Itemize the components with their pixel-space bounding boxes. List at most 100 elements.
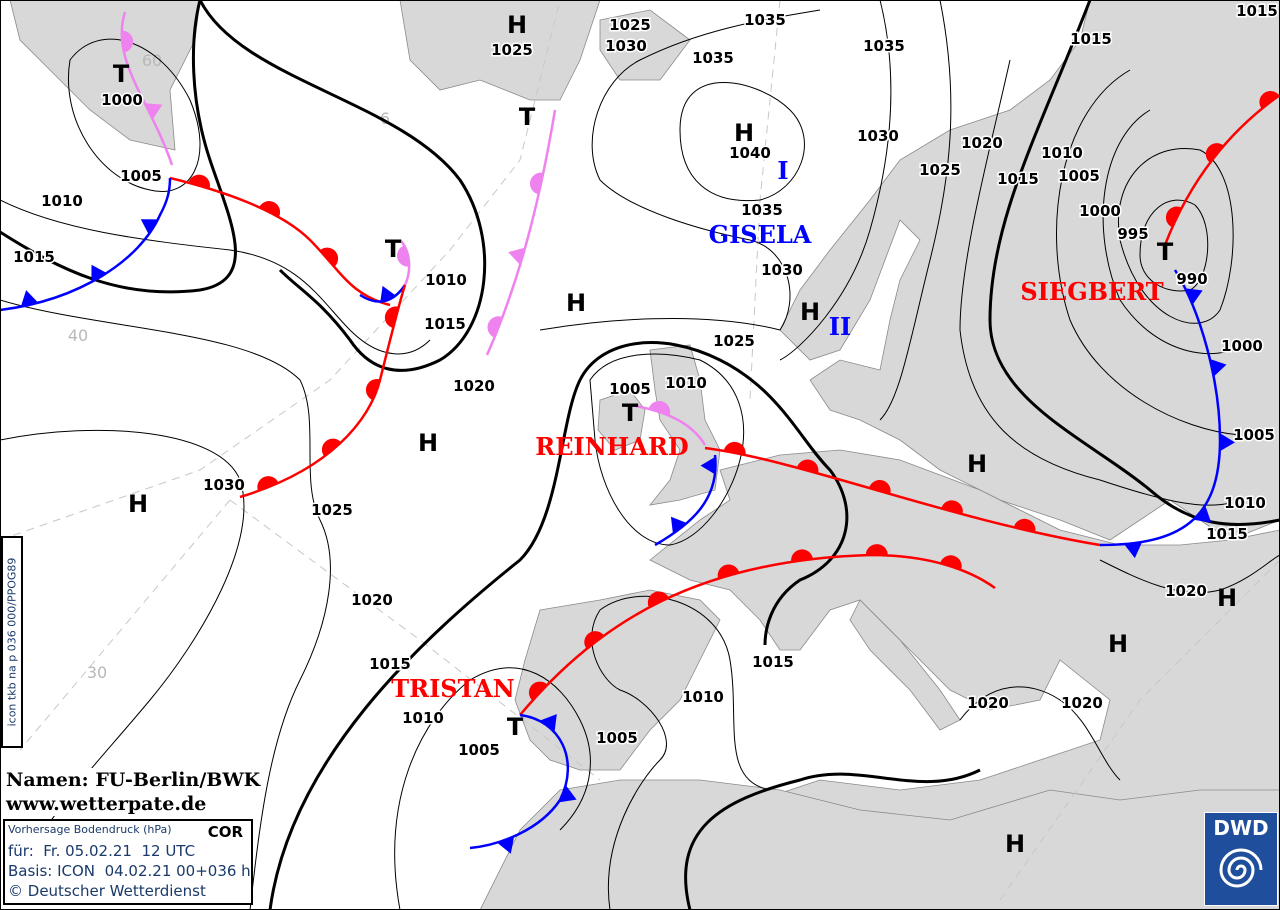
cold-front [469, 713, 570, 850]
warm-front-semicircle [865, 544, 888, 556]
warm-front-semicircle [940, 555, 962, 570]
high-name-gisela: GISELA [709, 220, 812, 249]
cold-front-triangle [540, 714, 557, 732]
cold-front-triangle [380, 285, 397, 304]
warm-front-semicircle [1205, 143, 1224, 163]
isobar-label: 1020 [967, 694, 1009, 712]
cold-front-triangle [1209, 359, 1227, 377]
isobar-label: 1015 [424, 315, 466, 333]
low-name-tristan: TRISTAN [391, 674, 514, 703]
occluded-front [120, 11, 174, 166]
isobar-label: 995 [1117, 225, 1148, 243]
isobar-label: 1015 [1206, 525, 1248, 543]
cold-front-triangle [140, 219, 159, 235]
isobar-label: 990 [1176, 270, 1207, 288]
high-marker: H [507, 11, 527, 39]
high-name-gisela-ii: II [829, 312, 851, 341]
graticule-label: 6 [380, 109, 390, 128]
isobar [539, 9, 821, 331]
warm-front-semicircle [120, 30, 134, 53]
cold-front-triangle [144, 103, 163, 120]
isobar [1056, 69, 1241, 436]
warm-front-semicircle [648, 400, 671, 416]
product-code-box: icon tkb na p 036 000/PPOG89 [1, 536, 23, 748]
scandinavia [779, 0, 1280, 541]
isobar-label: 1030 [761, 261, 803, 279]
warm-front-semicircle [1013, 518, 1036, 533]
warm-front-semicircle [487, 316, 503, 338]
isobar-label: 1020 [961, 134, 1003, 152]
high-marker: H [1217, 584, 1237, 612]
isobar [1139, 199, 1209, 292]
warm-front-semicircle [188, 174, 211, 189]
high-name-gisela-i: I [777, 156, 788, 185]
isobar [879, 0, 952, 421]
isobar-label: 1025 [713, 332, 755, 350]
website-link[interactable]: www.wetterpate.de [6, 793, 207, 815]
low-marker: T [622, 399, 639, 427]
landmasses [9, 0, 1280, 910]
warm-front-semicircle [259, 201, 281, 218]
isobar-label: 1015 [1236, 2, 1278, 20]
warm-front-semicircle [365, 379, 381, 401]
high-marker: H [128, 490, 148, 518]
high-marker: H [1108, 630, 1128, 658]
isobar-label: 1020 [351, 591, 393, 609]
isobar-label: 1025 [919, 161, 961, 179]
isobar-label: 1025 [491, 41, 533, 59]
low-marker: T [113, 60, 130, 88]
warm-front-semicircle [869, 480, 891, 495]
svalbard [599, 9, 691, 81]
model-basis: Basis: ICON 04.02.21 00+036 h [8, 862, 251, 880]
isobar-label: 1020 [1165, 582, 1207, 600]
iceland-greenland-east [399, 0, 601, 101]
warm-front-semicircle [791, 549, 813, 562]
isobar-label: 1035 [744, 11, 786, 29]
cold-front-triangle [91, 264, 107, 283]
copyright: © Deutscher Wetterdienst [8, 882, 206, 900]
isobar [589, 353, 745, 546]
isobar-label: 1000 [1079, 202, 1121, 220]
product-code: icon tkb na p 036 000/PPOG89 [5, 557, 19, 727]
warm-front-semicircle [941, 500, 963, 515]
info-title: Vorhersage Bodendruck (hPa) [8, 823, 172, 836]
cold-front-triangle [670, 516, 688, 535]
greenland [9, 0, 201, 151]
isobar-label: 1030 [857, 127, 899, 145]
isobar-label: 1015 [752, 653, 794, 671]
fronts [0, 11, 1280, 854]
isobar-label: 1000 [1221, 337, 1263, 355]
isobar [959, 686, 1121, 781]
warm-front-semicircle [1165, 206, 1182, 228]
dwd-logo: DWD [1204, 812, 1278, 906]
low-marker: T [507, 713, 524, 741]
warm-front-semicircle [647, 591, 669, 608]
warm-front [239, 284, 407, 499]
warm-front-semicircle [257, 476, 279, 492]
warm-front-semicircle [723, 441, 746, 455]
warm-front [169, 176, 391, 307]
warm-front-semicircle [1259, 90, 1280, 109]
graticule-label: 30 [87, 663, 107, 682]
isobar-label: 1020 [1061, 694, 1103, 712]
pressure-labels: 1000 1005 1010 1015 1010 1015 1020 1030 … [12, 1, 1280, 761]
isobar-label: 1010 [1224, 494, 1266, 512]
isobar-label: 1015 [369, 655, 411, 673]
cold-front-triangle [1124, 542, 1143, 559]
italy [849, 599, 961, 731]
isobar-label: 1030 [203, 476, 245, 494]
warm-front-semicircle [319, 247, 339, 267]
isobar-label: 1005 [458, 741, 500, 759]
cold-front-triangle [20, 290, 39, 307]
isobar-label: 1025 [311, 501, 353, 519]
occluded-front [629, 403, 707, 446]
cold-front-triangle [1185, 288, 1203, 305]
swirl-icon [1219, 848, 1263, 888]
high-marker: H [734, 119, 754, 147]
warm-front-semicircle [384, 306, 399, 329]
high-marker: H [800, 298, 820, 326]
dwd-logo-text: DWD [1213, 816, 1269, 840]
isobar-label: 1010 [682, 688, 724, 706]
low-marker: T [1157, 238, 1174, 266]
